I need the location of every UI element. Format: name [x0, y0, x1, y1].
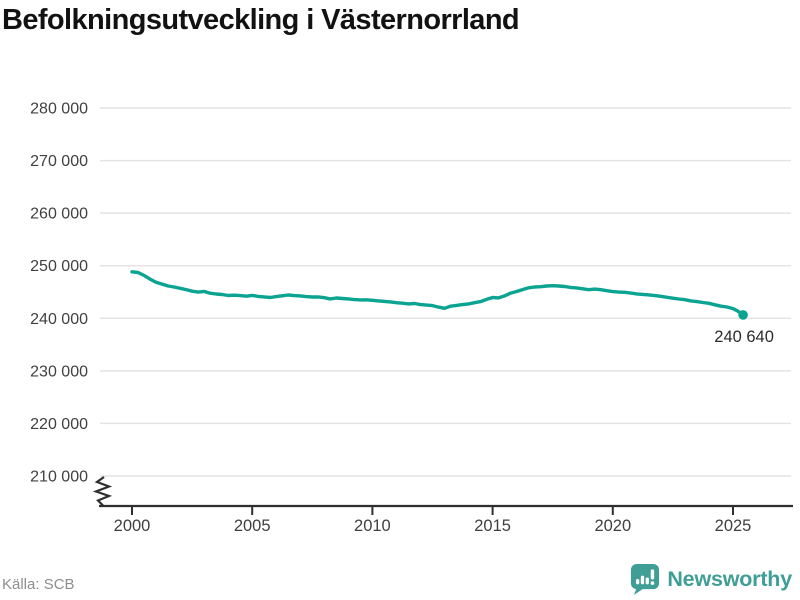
- y-tick-label: 260 000: [30, 206, 88, 223]
- speech-bubble-shape: [631, 563, 660, 595]
- x-tick-label: 2025: [715, 517, 752, 535]
- newsworthy-icon: [631, 563, 660, 595]
- y-tick-label: 250 000: [30, 258, 88, 275]
- y-tick-label: 220 000: [30, 416, 88, 433]
- y-tick-label: 280 000: [30, 101, 88, 118]
- y-tick-label: 270 000: [30, 153, 88, 170]
- end-value-label: 240 640: [714, 328, 774, 346]
- newsworthy-logo[interactable]: Newsworthy: [629, 563, 792, 595]
- population-line: [130, 270, 745, 317]
- x-tick-label: 2000: [114, 517, 151, 535]
- exclamation-dot: [650, 581, 655, 585]
- exclamation-bar: [651, 569, 655, 580]
- end-point-marker: [738, 310, 748, 320]
- source-note: Källa: SCB: [2, 576, 75, 593]
- y-tick-label: 210 000: [30, 469, 88, 486]
- newsworthy-wordmark: Newsworthy: [667, 566, 792, 591]
- bar-chart-glyph: [636, 569, 655, 585]
- x-tick-label: 2005: [234, 517, 271, 535]
- chart-title: Befolkningsutveckling i Västernorrland: [2, 4, 520, 36]
- x-tick-label: 2015: [474, 517, 511, 535]
- y-tick-label: 240 000: [30, 311, 88, 328]
- x-tick-label: 2010: [354, 517, 391, 535]
- axis-break-icon: [92, 476, 113, 507]
- y-tick-label: 230 000: [30, 363, 88, 380]
- x-tick-label: 2020: [594, 517, 631, 535]
